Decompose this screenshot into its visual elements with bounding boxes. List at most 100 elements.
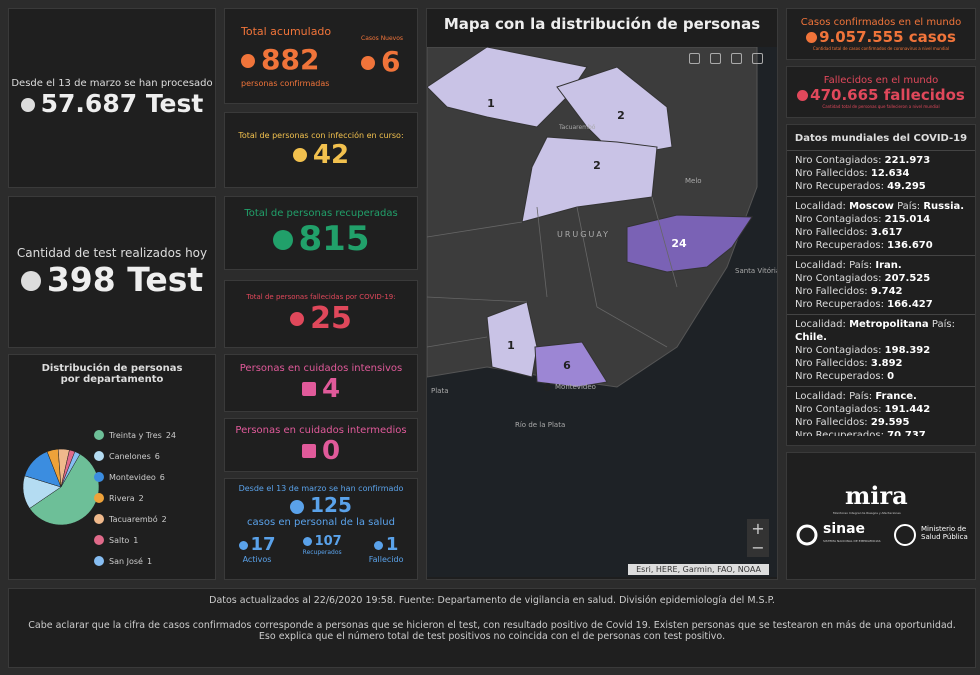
intermediate-panel: Personas en cuidados intermedios 0 [224,418,418,472]
breakdown-item: 17 Activos [238,534,276,564]
country-label: País: [897,201,921,212]
legend-label: Rivera 2 [109,494,144,503]
list-entry: Nro Contagiados: 221.973 Nro Fallecidos: … [787,151,975,197]
value: 57.687 Test [40,89,204,118]
borders [427,196,678,348]
deaths-line: Nro Fallecidos: 9.742 [795,285,967,298]
legend-category: Salto [109,536,129,545]
legend-label: Salto 1 [109,536,138,545]
icon [302,537,312,546]
confirmed-value: 207.525 [884,273,931,284]
icon [238,540,248,550]
deaths-value: 3.617 [870,227,903,238]
toolbar [689,53,763,64]
legend-category: San José [109,556,143,566]
new-label: Casos Nuevos [361,35,404,42]
value: 1 [385,534,399,555]
value: 4 [321,373,341,404]
confirmed-line: Nro Contagiados: 191.442 [795,403,967,416]
pie-slice [29,453,100,526]
deceased-panel: Total de personas fallecidas por COVID-1… [224,280,418,348]
value: 107 [314,534,342,549]
recovered-label: Nro Recuperados: [795,371,884,382]
breakdown-label: Activos [242,555,272,564]
sub: casos en personal de la salud [247,517,395,528]
map-tool[interactable] [752,53,763,64]
deaths-line: Nro Fallecidos: 3.617 [795,226,967,239]
land [427,47,758,388]
legend-label: Tacuarembó 2 [108,514,167,524]
legend-label: Treinta y Tres 24 [108,431,176,440]
value: 398 Test [46,259,204,299]
list-title: Datos mundiales del COVID-19 [787,125,975,151]
location-line: Localidad: Metropolitana País: Chile. [795,318,967,344]
attribution: Esri, HERE, Garmin, FAO, NOAA [628,564,769,575]
label: Total de personas recuperadas [244,207,398,219]
pie-panel: Distribución de personas por departament… [8,354,216,580]
confirmed-line: Nro Contagiados: 215.014 [795,213,967,226]
sinae-sub: SISTEMA NACIONAL DE EMERGENCIAS [823,539,881,543]
legend-swatch [94,451,104,461]
region-count: 24 [671,237,687,250]
world-deaths-panel: Fallecidos en el mundo 470.665 fallecido… [786,66,976,118]
legend-value: 1 [147,557,152,566]
region-count: 6 [543,381,551,394]
value: 815 [298,218,370,259]
world-list-panel: Datos mundiales del COVID-19 Nro Contagi… [786,124,976,446]
deaths-line: Nro Fallecidos: 12.634 [795,167,967,180]
place-label: Tacuarembó [558,124,596,131]
logos-panel: mira Monitoreo Integral de Riesgos y Afe… [786,452,976,580]
recovered-value: 136.670 [887,240,933,251]
map-tool[interactable] [689,53,700,64]
confirmed-label: Nro Contagiados: [795,404,882,415]
locality: Moscow [849,201,894,212]
world-cases-panel: Casos confirmados en el mundo 9.057.555 … [786,8,976,60]
tests-panel: Desde el 13 de marzo se han procesado 57… [8,8,216,188]
region [521,136,658,223]
label: Total de personas con infección en curso… [238,130,404,140]
deaths-label: Nro Fallecidos: [795,227,868,238]
icon [373,540,383,550]
confirmed-label: Nro Contagiados: [795,273,882,284]
legend-swatch [94,535,104,545]
label: Casos confirmados en el mundo [800,17,962,28]
legend-label: Canelones 6 [109,452,160,461]
recovered-label: Nro Recuperados: [795,181,884,192]
note: Cabe aclarar que la cifra de casos confi… [28,620,956,642]
place-label: Plata [431,387,449,395]
label: Personas en cuidados intermedios [235,424,407,436]
breakdown-label: Recuperados [302,549,342,556]
pie-title: Distribución de personas por departament… [41,363,183,385]
map-tool[interactable] [731,53,742,64]
recovered-label: Nro Recuperados: [795,430,884,436]
zoom-in[interactable]: + [751,519,765,538]
place-label: Montevideo [555,383,596,391]
label: Desde el 13 de marzo se han procesado [11,78,213,89]
label: Fallecidos en el mundo [823,75,939,86]
map-tool[interactable] [710,53,721,64]
region-count: 2 [617,109,625,122]
deaths-label: Nro Fallecidos: [795,358,868,369]
footer: Datos actualizados al 22/6/2020 19:58. F… [8,588,976,668]
zoom-out[interactable]: − [751,538,765,557]
locality-label: Localidad: [795,319,846,330]
recovered-value: 0 [887,371,895,382]
mira-sub: Monitoreo Integral de Riesgos y Afectaci… [833,511,901,515]
label: Desde el 13 de marzo se han confirmado [238,484,404,493]
locality-label: Localidad: [795,260,846,271]
legend-category: Canelones [109,452,151,461]
legend-value: 24 [166,431,176,440]
legend-category: Montevideo [109,473,156,482]
confirmed-line: Nro Contagiados: 221.973 [795,154,967,167]
value: 42 [312,139,350,170]
location-line: Localidad: Moscow País: Russia. [795,200,967,213]
label: Personas en cuidados intensivos [239,362,403,374]
active-panel: Total de personas con infección en curso… [224,112,418,188]
location-line: Localidad: País: France. [795,390,967,403]
pie-chart: Treinta y Tres 24 Canelones 6 Montevideo 6 Riv… [22,430,176,566]
value: 25 [310,300,352,336]
confirmed-label: Nro Contagiados: [795,155,882,166]
list-entry: Localidad: País: France. Nro Contagiados:… [787,387,975,436]
legend-category: Treinta y Tres [108,431,162,440]
